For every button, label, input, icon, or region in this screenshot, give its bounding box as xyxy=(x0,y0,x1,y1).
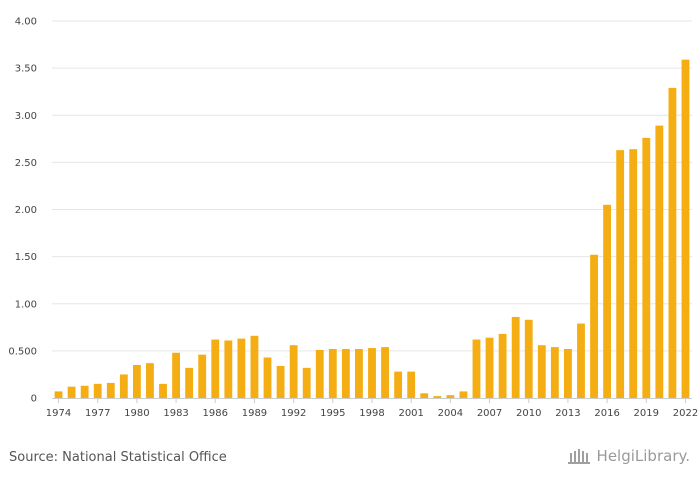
bar xyxy=(355,348,363,398)
bar xyxy=(328,348,337,398)
bar xyxy=(537,345,546,398)
bar xyxy=(250,335,259,398)
x-tick-label: 2016 xyxy=(594,408,619,419)
bar xyxy=(459,391,468,398)
helgilibrary-logo: HelgiLibrary. xyxy=(567,447,690,465)
bar xyxy=(642,137,651,398)
x-tick-label: 2010 xyxy=(516,408,541,419)
y-tick-label: 0.500 xyxy=(8,346,37,357)
bar xyxy=(511,316,520,398)
bar xyxy=(394,371,403,398)
x-tick-label: 2004 xyxy=(438,408,463,419)
bar xyxy=(603,204,612,398)
x-tick-label: 2013 xyxy=(555,408,580,419)
x-tick-label: 2001 xyxy=(398,408,423,419)
bar xyxy=(289,345,298,398)
bar xyxy=(629,149,638,398)
bar xyxy=(446,395,455,398)
bar xyxy=(237,338,246,398)
x-tick-label: 1998 xyxy=(359,408,384,419)
bar xyxy=(420,393,429,398)
bar xyxy=(54,391,63,398)
bar xyxy=(159,383,167,398)
y-tick-label: 1.00 xyxy=(15,299,37,310)
bar xyxy=(198,354,207,398)
bar xyxy=(577,323,585,398)
x-tick-label: 1986 xyxy=(203,408,228,419)
bar xyxy=(381,347,389,398)
bar xyxy=(616,150,625,398)
bar xyxy=(472,339,481,398)
bar xyxy=(485,337,494,398)
logo-text: HelgiLibrary. xyxy=(596,447,690,465)
x-tick-label: 2022 xyxy=(673,408,698,419)
bar xyxy=(564,348,572,398)
bar xyxy=(185,367,194,398)
x-axis-ticks: 1974 1977 1980 1983 1986 1989 1992 1995 1998 2001… xyxy=(46,398,698,419)
x-tick-label: 1980 xyxy=(124,408,149,419)
y-tick-label: 2.00 xyxy=(15,205,37,216)
x-tick-label: 1977 xyxy=(85,408,110,419)
bar xyxy=(302,367,311,398)
bar xyxy=(550,347,559,398)
bar xyxy=(119,374,128,398)
y-tick-label: 4.00 xyxy=(15,17,37,28)
bar xyxy=(590,254,598,398)
bar xyxy=(146,363,154,398)
x-tick-label: 2007 xyxy=(477,408,502,419)
library-building-icon xyxy=(567,449,590,464)
bar xyxy=(341,348,350,398)
y-tick-label: 3.50 xyxy=(15,64,37,75)
bar xyxy=(211,339,220,398)
bar xyxy=(80,385,89,398)
bar xyxy=(132,365,141,398)
bar xyxy=(315,349,324,398)
bar xyxy=(524,319,533,398)
y-tick-label: 3.00 xyxy=(15,111,37,122)
gridlines xyxy=(52,20,692,352)
bar xyxy=(668,87,677,398)
bar xyxy=(433,396,442,398)
bar xyxy=(681,59,690,398)
bar xyxy=(407,371,416,398)
bar xyxy=(224,340,233,398)
bar xyxy=(276,365,285,398)
bar xyxy=(93,383,102,398)
bars xyxy=(54,59,690,399)
x-tick-label: 1992 xyxy=(281,408,306,419)
x-tick-label: 1989 xyxy=(242,408,267,419)
y-tick-label: 2.50 xyxy=(15,158,37,169)
x-tick-label: 1983 xyxy=(163,408,188,419)
bar xyxy=(172,352,180,398)
bar xyxy=(106,382,115,398)
x-tick-label: 2019 xyxy=(634,408,659,419)
x-tick-label: 1995 xyxy=(320,408,345,419)
source-note: Source: National Statistical Office xyxy=(9,450,227,465)
y-axis-ticks: 0 0.500 1.00 1.50 2.00 2.50 3.00 3.50 4.00 xyxy=(8,17,37,405)
y-tick-label: 1.50 xyxy=(15,252,37,263)
bar xyxy=(67,386,76,398)
bar xyxy=(263,357,272,398)
bar xyxy=(368,348,376,398)
y-tick-label: 0 xyxy=(31,394,37,405)
bar xyxy=(498,333,507,398)
x-tick-label: 1974 xyxy=(46,408,71,419)
bar xyxy=(655,125,664,399)
